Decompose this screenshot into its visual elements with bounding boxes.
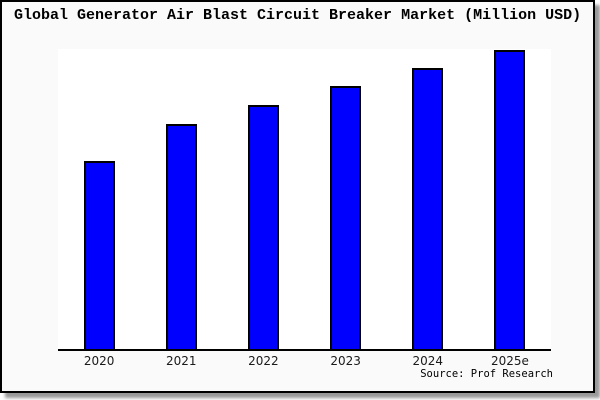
source-credit: Source: Prof Research [420,368,553,380]
bars-container [58,49,551,349]
chart-frame: Global Generator Air Blast Circuit Break… [0,0,595,393]
bar-2020 [83,160,115,349]
x-tick-2021: 2021 [165,354,197,368]
bar-slot-2021 [140,49,222,349]
bar-slot-2024 [387,49,469,349]
bar-2021 [165,123,197,349]
x-tick-2024: 2024 [412,354,444,368]
bar-2023 [330,85,362,349]
bar-slot-2022 [222,49,304,349]
bar-2025e [494,49,526,349]
bar-2024 [412,67,444,349]
x-tick-2023: 2023 [330,354,361,368]
x-axis-tick-labels: 2020 2021 2022 2023 2024 2025e [58,354,551,368]
chart-title: Global Generator Air Blast Circuit Break… [14,7,582,24]
bar-2022 [247,104,279,349]
bar-slot-2023 [305,49,387,349]
x-tick-2025e: 2025e [490,354,529,368]
bar-slot-2020 [58,49,140,349]
x-tick-2020: 2020 [83,354,115,368]
plot-area [58,49,551,351]
bar-slot-2025e [469,49,551,349]
x-tick-2022: 2022 [248,354,279,368]
